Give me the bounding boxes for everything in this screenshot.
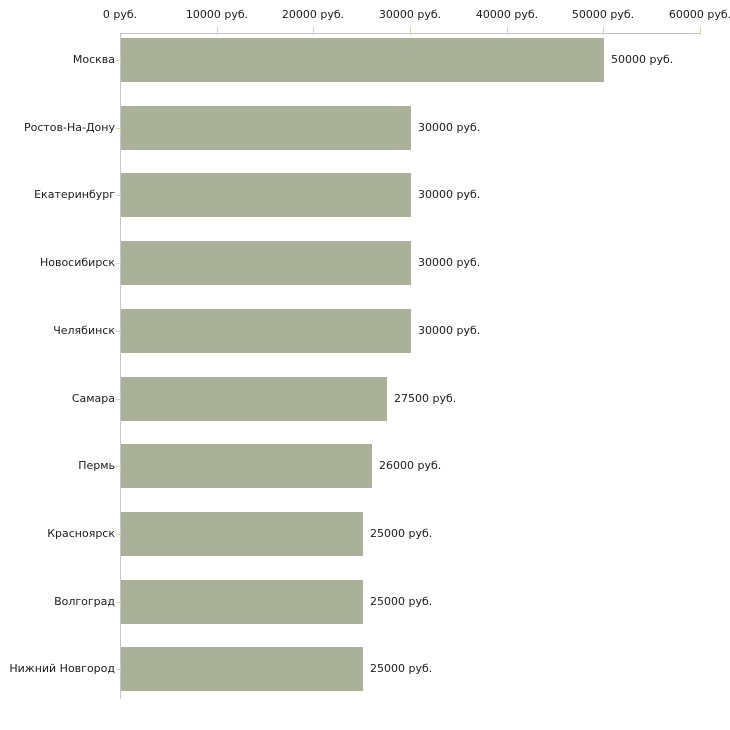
category-label: Пермь (78, 459, 115, 472)
value-label: 25000 руб. (370, 595, 433, 608)
x-axis-tick-label: 20000 руб. (281, 8, 345, 21)
value-label: 27500 руб. (394, 392, 457, 405)
x-axis-tick-label: 10000 руб. (185, 8, 249, 21)
value-label: 30000 руб. (418, 256, 481, 269)
value-label: 25000 руб. (370, 527, 433, 540)
bar (121, 173, 411, 217)
x-axis-tick-label: 0 руб. (102, 8, 138, 21)
y-axis-tick (116, 331, 121, 332)
category-label: Нижний Новгород (9, 662, 115, 675)
bar (121, 309, 411, 353)
value-label: 30000 руб. (418, 121, 481, 134)
x-axis-tick (217, 27, 218, 35)
bar (121, 444, 372, 488)
x-axis-tick (313, 27, 314, 35)
y-axis-tick (116, 399, 121, 400)
bar (121, 38, 604, 82)
value-label: 25000 руб. (370, 662, 433, 675)
value-label: 30000 руб. (418, 324, 481, 337)
value-label: 50000 руб. (611, 53, 674, 66)
y-axis-tick (116, 669, 121, 670)
y-axis-tick (116, 128, 121, 129)
bar (121, 241, 411, 285)
y-axis-tick (116, 195, 121, 196)
category-label: Екатеринбург (34, 188, 115, 201)
value-label: 30000 руб. (418, 188, 481, 201)
x-axis-tick (507, 27, 508, 35)
bar (121, 580, 363, 624)
x-axis-tick (410, 27, 411, 35)
x-axis-tick-label: 40000 руб. (475, 8, 539, 21)
x-axis-tick-label: 50000 руб. (571, 8, 635, 21)
category-label: Самара (71, 392, 115, 405)
y-axis-tick (116, 602, 121, 603)
y-axis-tick (116, 534, 121, 535)
category-label: Новосибирск (39, 256, 115, 269)
y-axis-tick (116, 263, 121, 264)
bar (121, 377, 387, 421)
x-axis-tick-label: 60000 руб. (668, 8, 730, 21)
x-axis-tick-label: 30000 руб. (378, 8, 442, 21)
x-axis-tick (700, 27, 701, 35)
category-label: Москва (72, 53, 115, 66)
y-axis-tick (116, 60, 121, 61)
bar (121, 106, 411, 150)
category-label: Челябинск (53, 324, 115, 337)
x-axis-tick (603, 27, 604, 35)
bar (121, 647, 363, 691)
category-label: Волгоград (54, 595, 115, 608)
category-label: Красноярск (47, 527, 115, 540)
y-axis-line (120, 33, 121, 699)
category-label: Ростов-На-Дону (23, 121, 115, 134)
bar (121, 512, 363, 556)
y-axis-tick (116, 466, 121, 467)
value-label: 26000 руб. (379, 459, 442, 472)
